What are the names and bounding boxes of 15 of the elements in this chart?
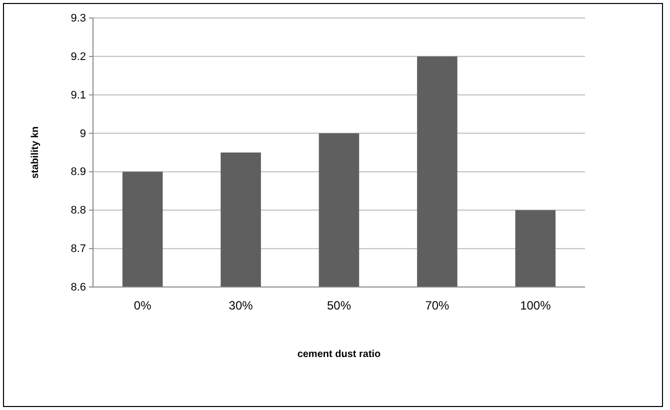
y-tick-label: 8.6 xyxy=(70,282,86,294)
y-tick-label: 9.1 xyxy=(70,89,86,102)
y-tick-label: 9 xyxy=(80,128,86,140)
y-tick-label: 8.7 xyxy=(70,243,86,256)
x-tick-label: 100% xyxy=(520,298,552,313)
x-tick-label: 0% xyxy=(134,298,152,313)
y-tick-label: 9.3 xyxy=(70,12,86,25)
y-axis-title: stability kn xyxy=(30,126,41,179)
x-tick-label: 30% xyxy=(228,298,254,313)
x-tick-label: 50% xyxy=(326,298,352,313)
y-tick-label: 8.8 xyxy=(70,204,86,217)
y-tick-label: 8.9 xyxy=(70,166,86,178)
x-axis-title: cement dust ratio xyxy=(297,349,381,360)
y-tick-label: 9.2 xyxy=(70,50,86,63)
x-tick-label: 70% xyxy=(425,298,450,313)
